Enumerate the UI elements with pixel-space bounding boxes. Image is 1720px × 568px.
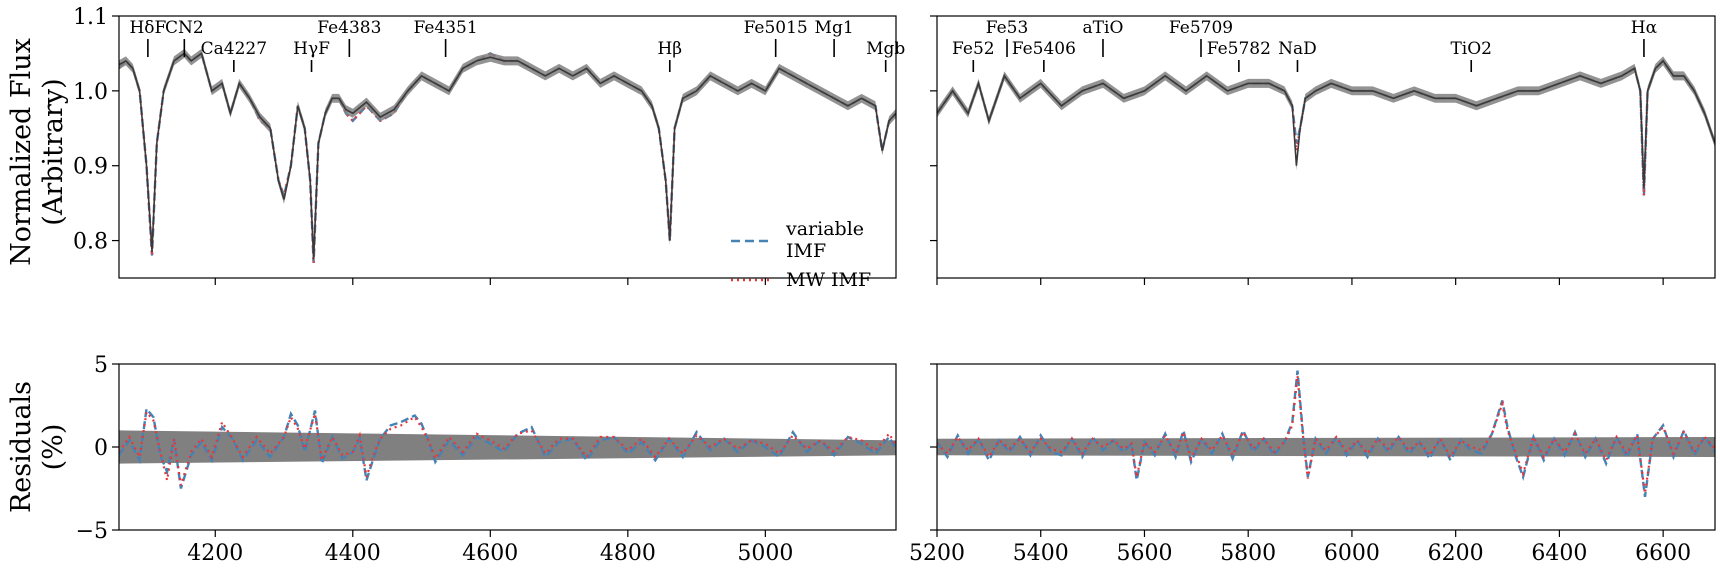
feature-label: Hβ [657, 39, 682, 59]
plot-layer-top-right [937, 56, 1715, 196]
series-variable-imf-line [119, 51, 896, 264]
feature-label: Fe4351 [414, 18, 478, 38]
y-tick-label: 0.8 [73, 230, 108, 255]
series-model-line [937, 59, 1715, 189]
plot-layer-bottom-left [119, 405, 896, 489]
feature-label: Fe5015 [744, 18, 808, 38]
x-tick-label: 4800 [600, 541, 656, 566]
series-mw-imf-line [119, 51, 896, 264]
model-spread-band [119, 48, 896, 264]
ylabel-bottom-line1: Residuals [6, 381, 37, 513]
x-tick-label: 5400 [1013, 541, 1069, 566]
series-mw-imf-line [937, 375, 1715, 494]
plot-layer-bottom-right [937, 370, 1715, 497]
feature-label: Fe5709 [1169, 18, 1233, 38]
feature-label: CN2 [165, 18, 204, 38]
axes-frame [118, 15, 897, 279]
feature-label: Fe53 [986, 18, 1029, 38]
feature-label: HδF [129, 18, 166, 38]
feature-label: TiO2 [1450, 39, 1492, 59]
feature-label: Fe5782 [1207, 39, 1271, 59]
x-tick-label: 5200 [909, 541, 965, 566]
feature-label: NaD [1278, 39, 1317, 59]
feature-label: Ca4227 [201, 39, 267, 59]
x-tick-label: 4600 [462, 541, 518, 566]
x-tick-label: 6600 [1635, 541, 1691, 566]
legend: variable IMF MW IMF [731, 218, 871, 291]
series-variable-imf-line [937, 370, 1715, 497]
legend-variable-label-2: IMF [786, 240, 826, 262]
feature-label: aTiO [1083, 18, 1124, 38]
ylabel-bottom-line2: (%) [38, 424, 69, 471]
x-tick-label: 6000 [1324, 541, 1380, 566]
feature-label: Mg1 [815, 18, 854, 38]
legend-variable-label-1: variable [785, 218, 864, 240]
plot-layer-top-left [119, 48, 896, 264]
model-spread-band [937, 56, 1715, 193]
y-tick-label: 1.0 [73, 80, 108, 105]
ticks-bottom-right: 5200 5400 5600 5800 6000 6200 6400 6600 [909, 363, 1691, 566]
feature-label: Fe52 [952, 39, 995, 59]
x-tick-label: 4400 [325, 541, 381, 566]
feature-label: HγF [293, 39, 330, 59]
feature-label: Hα [1631, 18, 1658, 38]
x-tick-label: 6400 [1531, 541, 1587, 566]
feature-label: Fe4383 [317, 18, 381, 38]
ticks-top-right [930, 15, 1664, 285]
feature-label: Mgb [866, 39, 905, 59]
series-mw-imf-line [119, 409, 896, 486]
y-tick-label: 5 [94, 353, 108, 378]
y-tick-label: −5 [76, 519, 108, 544]
x-tick-label: 5000 [737, 541, 793, 566]
panel-bottom-right: 5200 5400 5600 5800 6000 6200 6400 6600 [909, 363, 1716, 566]
y-tick-label: 1.1 [73, 5, 108, 30]
ticks-top-left: 0.8 0.9 1.0 1.1 [73, 5, 766, 285]
x-tick-label: 5600 [1116, 541, 1172, 566]
ylabel-top-line2: (Arbitrary) [38, 78, 69, 225]
x-tick-label: 4200 [187, 541, 243, 566]
x-tick-label: 6200 [1428, 541, 1484, 566]
ticks-bottom-left: 4200 4400 4600 4800 5000 −5 0 5 [76, 353, 794, 566]
axes-frame [936, 15, 1716, 279]
series-model-line [119, 52, 896, 260]
ylabel-top-line1: Normalized Flux [6, 38, 37, 266]
feature-label: Fe5406 [1012, 39, 1076, 59]
legend-mw-label: MW IMF [786, 269, 871, 291]
y-tick-label: 0.9 [73, 155, 108, 180]
y-tick-label: 0 [94, 436, 108, 461]
x-tick-label: 5800 [1220, 541, 1276, 566]
panel-bottom-left: 4200 4400 4600 4800 5000 −5 0 5 Residuals (%) [6, 353, 897, 566]
